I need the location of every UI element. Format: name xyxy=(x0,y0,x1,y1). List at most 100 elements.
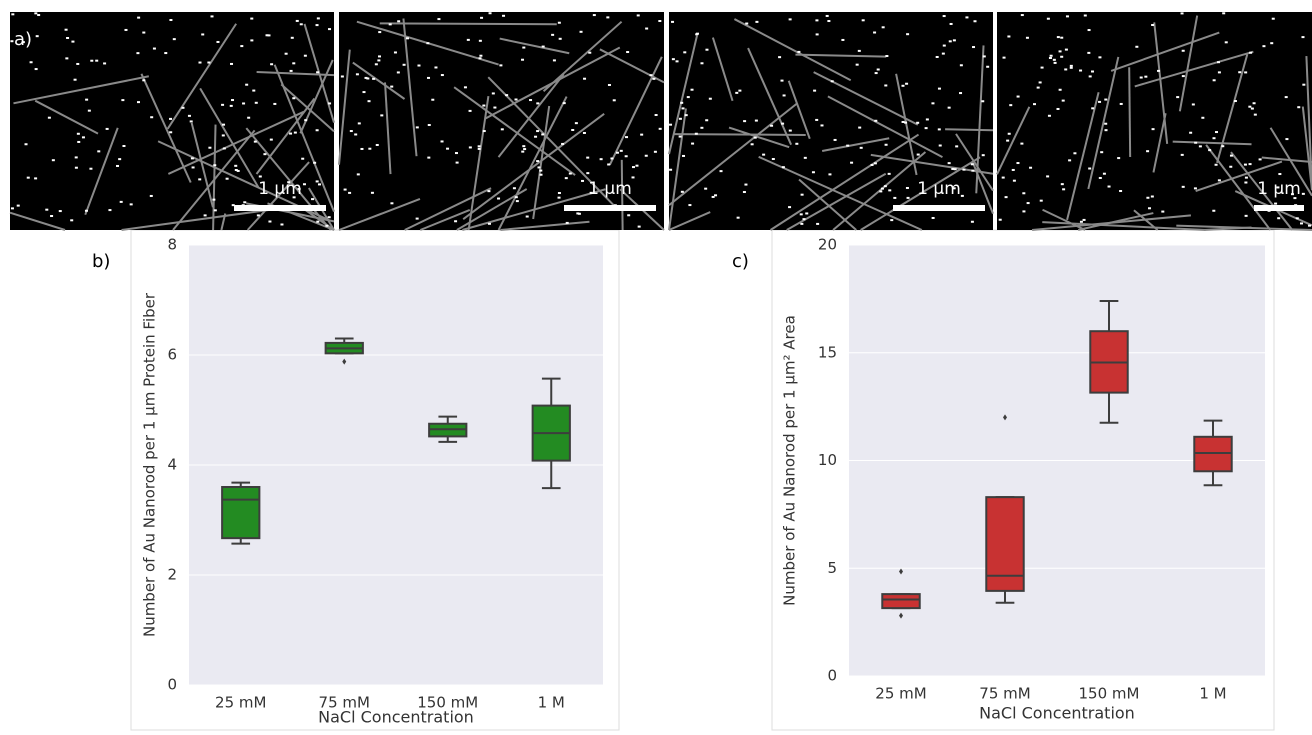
nanorod xyxy=(364,76,368,79)
nanorod xyxy=(402,63,406,66)
nanorod xyxy=(1189,131,1193,134)
nanorod xyxy=(781,122,785,125)
nanorod xyxy=(1088,75,1092,78)
nanorod xyxy=(625,136,629,139)
nanorod xyxy=(478,39,482,42)
nanorod xyxy=(234,169,238,172)
nanorod xyxy=(691,142,695,145)
nanorod xyxy=(797,50,801,53)
nanorod xyxy=(551,33,555,36)
fiber xyxy=(972,162,994,214)
nanorod xyxy=(263,153,267,156)
nanorod xyxy=(828,173,832,176)
nanorod xyxy=(1007,35,1011,38)
nanorod xyxy=(34,12,38,15)
nanorod xyxy=(1193,187,1197,190)
nanorod xyxy=(10,40,14,43)
x-tick-label: 25 mM xyxy=(215,694,266,712)
nanorod xyxy=(576,212,580,215)
nanorod xyxy=(124,28,128,31)
nanorod xyxy=(658,127,662,130)
nanorod xyxy=(252,89,256,92)
fiber xyxy=(352,61,406,100)
nanorod xyxy=(841,38,845,41)
nanorod xyxy=(937,128,941,131)
nanorod xyxy=(136,52,140,55)
nanorod xyxy=(26,176,30,179)
nanorod xyxy=(695,32,699,35)
nanorod xyxy=(561,142,565,145)
nanorod xyxy=(406,37,410,40)
nanorod xyxy=(1060,183,1064,186)
nanorod xyxy=(971,169,975,172)
nanorod xyxy=(675,60,679,63)
y-tick-label: 8 xyxy=(167,236,177,254)
nanorod xyxy=(482,130,486,133)
x-tick-label: 1 M xyxy=(1199,685,1226,703)
nanorod xyxy=(354,133,358,136)
nanorod xyxy=(119,200,123,203)
nanorod xyxy=(700,62,704,65)
nanorod xyxy=(1212,209,1216,212)
nanorod xyxy=(858,126,862,129)
fiber xyxy=(769,133,920,231)
fiber xyxy=(668,35,698,155)
fiber xyxy=(467,96,490,231)
nanorod xyxy=(302,183,306,186)
nanorod xyxy=(1009,104,1013,107)
nanorod xyxy=(694,132,698,135)
nanorod xyxy=(29,61,33,64)
nanorod xyxy=(876,68,880,71)
nanorod xyxy=(557,196,561,199)
nanorod xyxy=(755,20,759,23)
nanorod xyxy=(1181,49,1185,52)
nanorod xyxy=(356,173,360,176)
fiber xyxy=(1134,50,1254,88)
nanorod xyxy=(607,163,611,166)
nanorod xyxy=(736,216,740,219)
nanorod xyxy=(762,153,766,156)
nanorod xyxy=(1253,113,1257,116)
nanorod xyxy=(415,126,419,129)
nanorod xyxy=(1217,179,1221,182)
fiber xyxy=(786,172,887,231)
nanorod xyxy=(51,159,55,162)
nanorod xyxy=(850,161,854,164)
nanorod xyxy=(612,99,616,102)
nanorod xyxy=(58,210,62,213)
nanorod xyxy=(649,74,653,77)
nanorod xyxy=(316,17,320,20)
nanorod xyxy=(360,147,364,150)
nanorod xyxy=(76,132,80,135)
box xyxy=(221,486,261,540)
nanorod xyxy=(959,64,963,67)
nanorod xyxy=(1087,51,1091,54)
nanorod xyxy=(700,126,704,129)
nanorod xyxy=(671,20,675,23)
nanorod xyxy=(680,101,684,104)
nanorod xyxy=(1091,107,1095,110)
nanorod xyxy=(1012,179,1016,182)
nanorod xyxy=(627,214,631,217)
nanorod xyxy=(169,19,173,22)
fiber xyxy=(166,23,238,130)
fiber xyxy=(456,188,528,231)
nanorod xyxy=(1248,163,1252,166)
fiber xyxy=(1110,31,1220,72)
nanorod xyxy=(1119,190,1123,193)
nanorod xyxy=(514,196,518,199)
nanorod xyxy=(270,63,274,66)
fiber xyxy=(487,76,618,209)
fiber xyxy=(497,96,568,231)
nanorod xyxy=(916,121,920,124)
nanorod xyxy=(537,166,541,169)
fiber xyxy=(668,102,799,206)
fiber xyxy=(1087,56,1120,190)
nanorod xyxy=(212,198,216,201)
fiber xyxy=(402,18,418,157)
fiber xyxy=(599,48,665,84)
nanorod xyxy=(562,102,566,105)
nanorod xyxy=(1148,207,1152,210)
fiber xyxy=(787,80,811,140)
